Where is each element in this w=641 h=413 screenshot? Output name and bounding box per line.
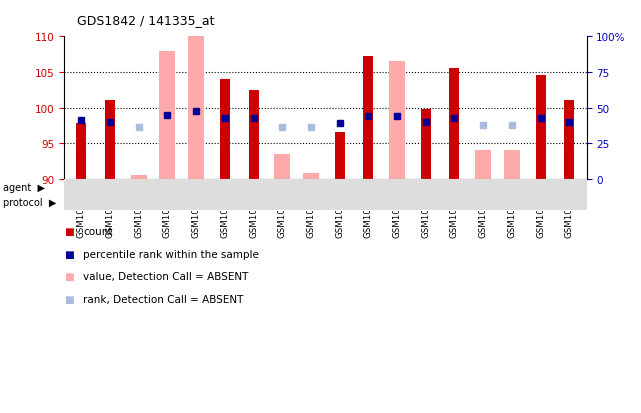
Bar bbox=[389, 62, 405, 179]
Bar bbox=[239, 195, 412, 211]
Text: protocol  ▶: protocol ▶ bbox=[3, 198, 56, 208]
Bar bbox=[536, 76, 545, 179]
Text: humidified air: humidified air bbox=[117, 182, 190, 192]
Text: ■: ■ bbox=[64, 249, 74, 259]
Text: control: control bbox=[135, 198, 171, 208]
Bar bbox=[504, 151, 520, 179]
Bar bbox=[475, 151, 491, 179]
Bar bbox=[412, 195, 584, 211]
Bar bbox=[363, 57, 374, 179]
Bar bbox=[249, 90, 258, 179]
Text: ethanol vapor: ethanol vapor bbox=[375, 182, 447, 192]
Text: ■: ■ bbox=[64, 272, 74, 282]
Text: percentile rank within the sample: percentile rank within the sample bbox=[83, 249, 259, 259]
Text: ■: ■ bbox=[64, 226, 74, 236]
Bar bbox=[188, 37, 204, 179]
Text: value, Detection Call = ABSENT: value, Detection Call = ABSENT bbox=[83, 272, 249, 282]
Text: five treatments: five treatments bbox=[457, 198, 538, 208]
Text: rank, Detection Call = ABSENT: rank, Detection Call = ABSENT bbox=[83, 294, 244, 304]
Bar bbox=[564, 101, 574, 179]
Bar bbox=[67, 195, 239, 211]
Bar bbox=[239, 179, 584, 195]
Bar bbox=[449, 69, 460, 179]
Bar bbox=[420, 110, 431, 179]
Bar bbox=[131, 176, 147, 179]
Bar bbox=[335, 133, 345, 179]
Bar bbox=[303, 173, 319, 179]
Text: count: count bbox=[83, 226, 113, 236]
Bar bbox=[160, 51, 176, 179]
Text: ■: ■ bbox=[64, 294, 74, 304]
Bar bbox=[274, 154, 290, 179]
Bar bbox=[76, 124, 87, 179]
Text: agent  ▶: agent ▶ bbox=[3, 182, 46, 192]
Text: GDS1842 / 141335_at: GDS1842 / 141335_at bbox=[77, 14, 215, 27]
Text: one treatment: one treatment bbox=[288, 198, 363, 208]
Bar bbox=[105, 101, 115, 179]
Bar bbox=[220, 80, 230, 179]
Bar bbox=[67, 179, 239, 195]
